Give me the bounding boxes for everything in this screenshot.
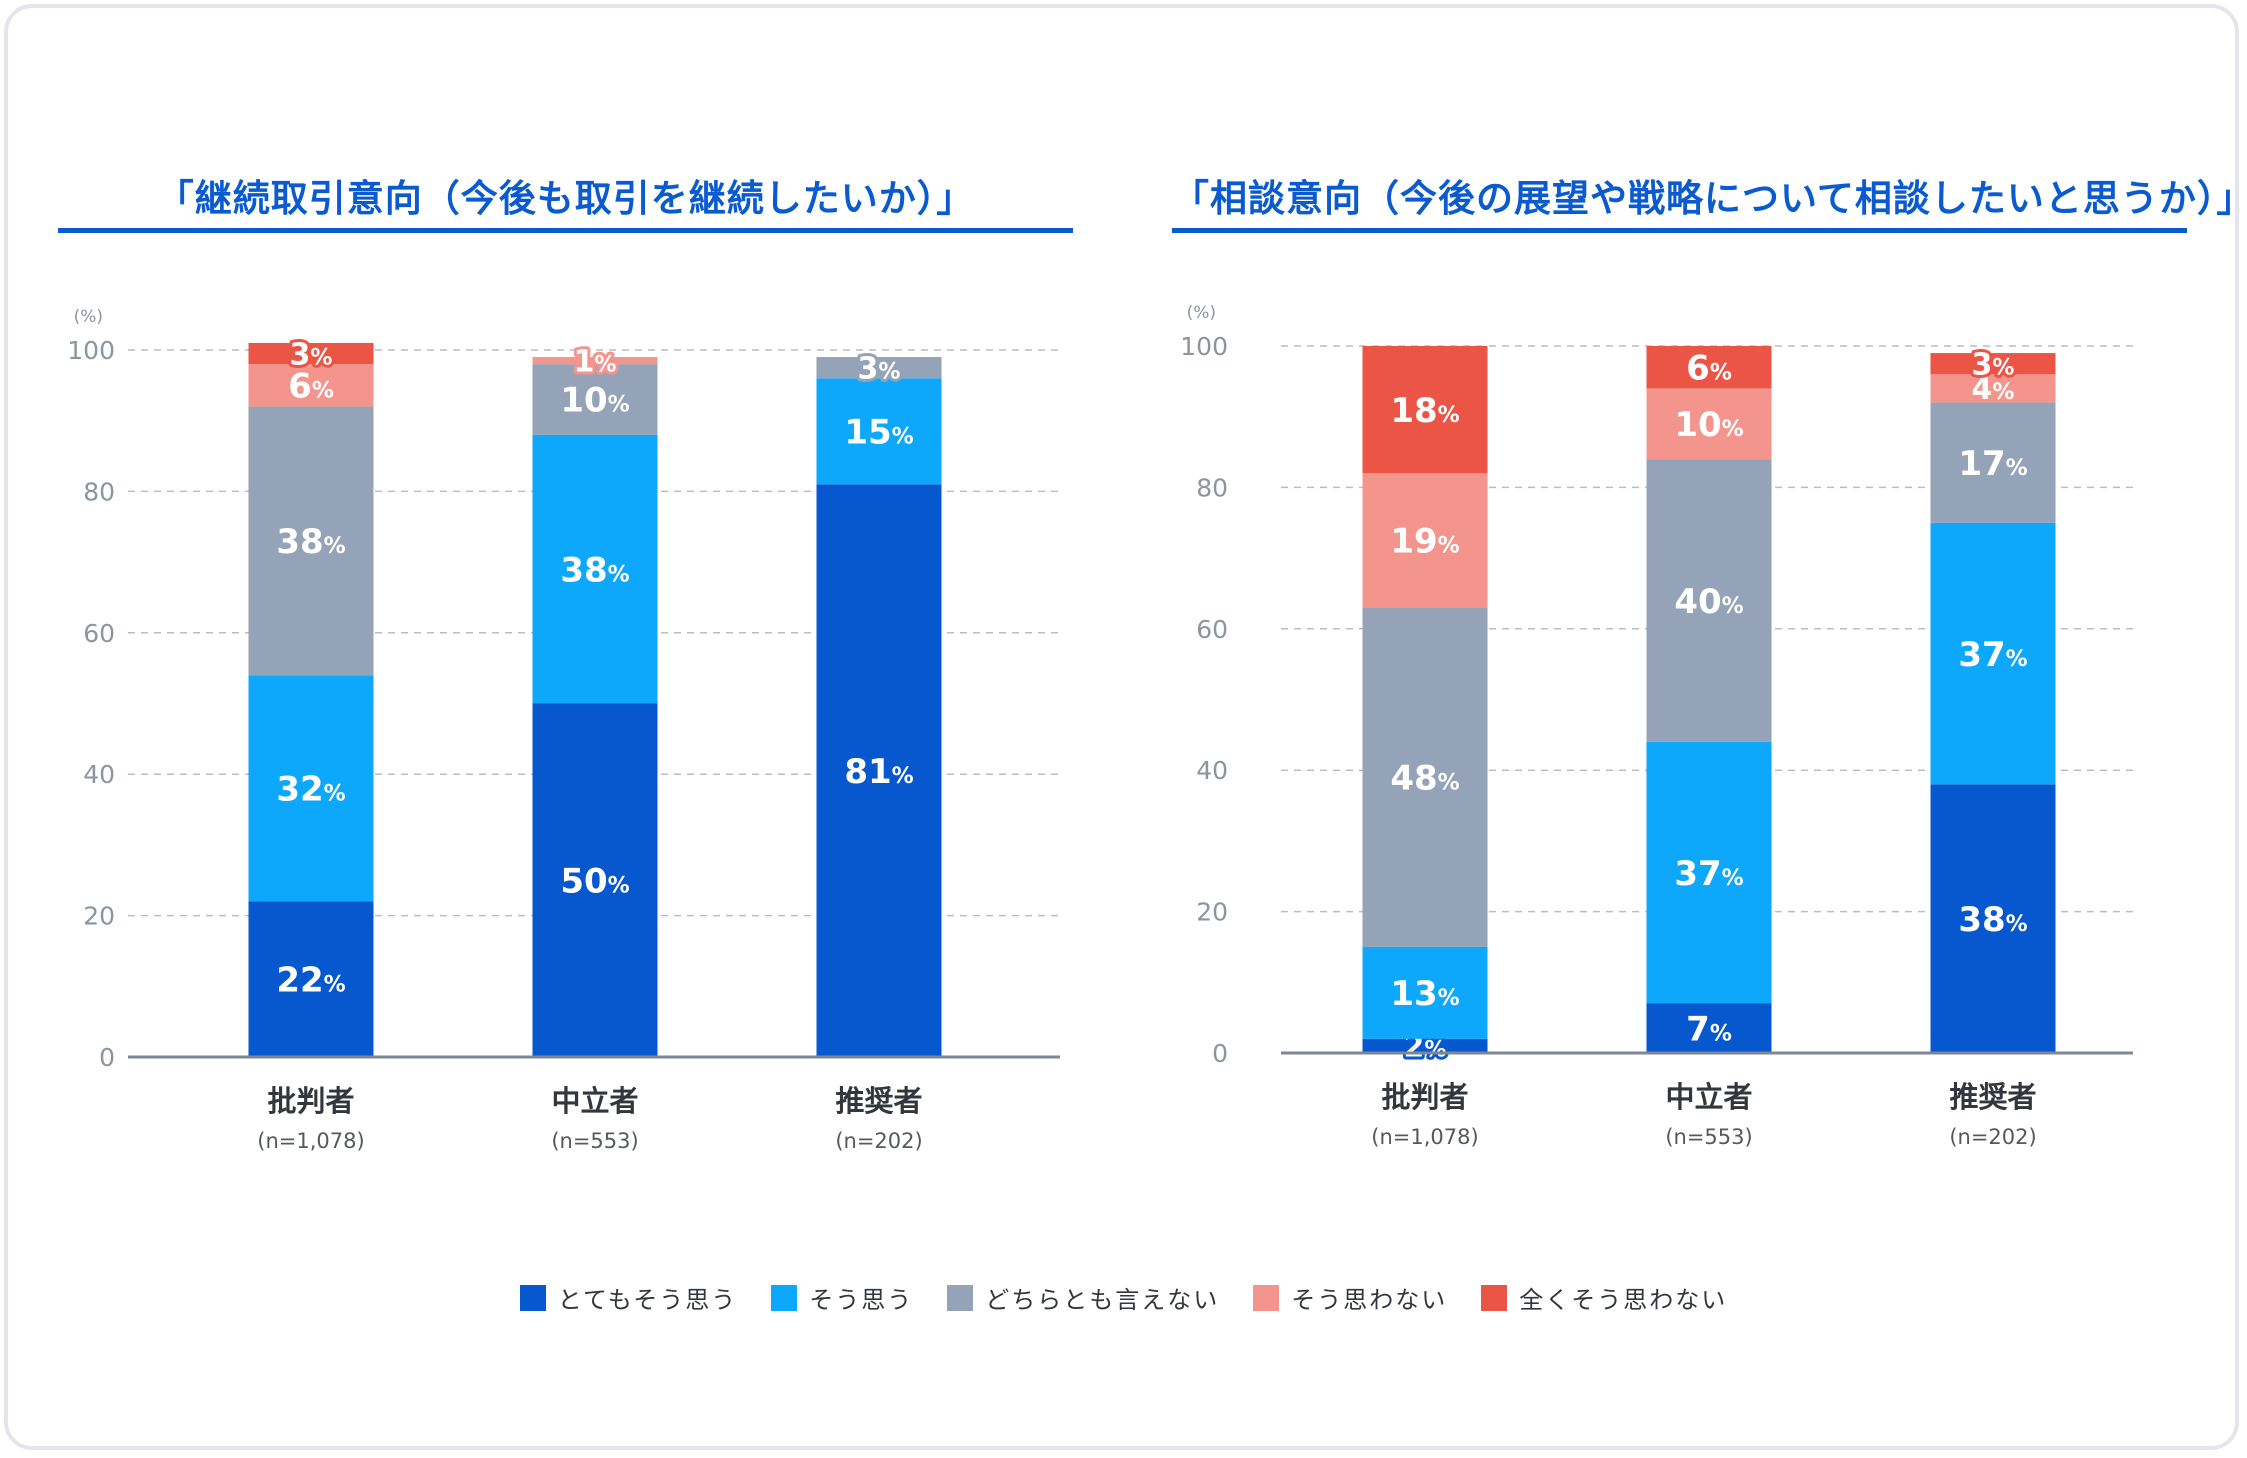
data-label-very-disagree: 3% bbox=[290, 337, 333, 372]
y-tick-label: 20 bbox=[1196, 898, 1228, 927]
bar-segment-very-agree bbox=[532, 703, 658, 1057]
legend-item-neutral: どちらとも言えない bbox=[947, 1280, 1219, 1315]
legend-swatch-disagree bbox=[1253, 1284, 1280, 1311]
bar-segment-very-disagree bbox=[1646, 346, 1772, 389]
legend-label: そう思う bbox=[809, 1286, 914, 1314]
bar-segment-very-agree bbox=[1362, 1038, 1488, 1053]
legend-label: そう思わない bbox=[1291, 1286, 1448, 1314]
bar-segment-neutral bbox=[1646, 459, 1772, 742]
y-tick-label: 100 bbox=[67, 336, 115, 365]
bar-segment-neutral bbox=[532, 364, 658, 435]
sample-size-label: (n=202) bbox=[835, 1129, 922, 1153]
y-tick-label: 60 bbox=[1196, 615, 1228, 644]
y-tick-label: 0 bbox=[1212, 1039, 1228, 1068]
bar-segment-agree bbox=[816, 378, 942, 485]
bar-segment-very-agree bbox=[1930, 784, 2056, 1053]
bar-segment-disagree bbox=[1930, 374, 2056, 403]
legend: とてもそう思う そう思う どちらとも言えない そう思わない 全くそう思わない bbox=[0, 1280, 2247, 1315]
sample-size-label: (n=553) bbox=[551, 1129, 638, 1153]
category-label: 中立者 bbox=[1665, 1080, 1752, 1114]
bar-segment-neutral bbox=[248, 406, 374, 676]
data-label-very-disagree: 18% bbox=[1390, 391, 1459, 431]
bar-segment-very-agree bbox=[248, 901, 374, 1057]
y-axis-unit: (%) bbox=[1187, 303, 1216, 323]
sample-size-label: (n=1,078) bbox=[1371, 1125, 1478, 1149]
bar-segment-disagree bbox=[1646, 388, 1772, 460]
data-label-very-agree: 50% bbox=[560, 861, 629, 901]
y-tick-label: 100 bbox=[1180, 332, 1228, 361]
y-tick-label: 0 bbox=[99, 1043, 115, 1072]
y-axis-unit: (%) bbox=[74, 307, 103, 327]
y-tick-label: 20 bbox=[83, 902, 115, 931]
legend-swatch-very-disagree bbox=[1481, 1284, 1508, 1311]
y-tick-label: 40 bbox=[83, 760, 115, 789]
legend-swatch-agree bbox=[771, 1284, 798, 1311]
chart-continuation: 020406080100(%)22%32%38%6%3%批判者(n=1,078)… bbox=[67, 307, 1060, 1153]
category-label: 推奨者 bbox=[1949, 1080, 2036, 1114]
data-label-very-disagree: 3% bbox=[1972, 347, 2015, 382]
sample-size-label: (n=202) bbox=[1949, 1125, 2036, 1149]
legend-item-very-agree: とてもそう思う bbox=[519, 1280, 738, 1315]
category-label: 推奨者 bbox=[835, 1084, 922, 1118]
legend-item-agree: そう思う bbox=[771, 1280, 913, 1315]
legend-label: とてもそう思う bbox=[557, 1286, 738, 1314]
category-label: 批判者 bbox=[1381, 1080, 1468, 1114]
bar-segment-agree bbox=[532, 434, 658, 704]
title-underline-continuation bbox=[58, 228, 1073, 233]
y-tick-label: 80 bbox=[83, 477, 115, 506]
sample-size-label: (n=1,078) bbox=[257, 1129, 364, 1153]
legend-swatch-neutral bbox=[947, 1284, 974, 1311]
data-label-neutral: 48% bbox=[1390, 759, 1459, 799]
legend-label: どちらとも言えない bbox=[985, 1286, 1220, 1314]
sample-size-label: (n=553) bbox=[1665, 1125, 1752, 1149]
bar-segment-very-disagree bbox=[1362, 346, 1488, 474]
y-tick-label: 80 bbox=[1196, 473, 1228, 502]
bar-segment-neutral bbox=[816, 357, 942, 379]
bar-segment-neutral bbox=[1362, 607, 1488, 947]
y-tick-label: 40 bbox=[1196, 756, 1228, 785]
bar-segment-disagree bbox=[1362, 473, 1488, 608]
chart-consultation: 020406080100(%)2%13%48%19%18%批判者(n=1,078… bbox=[1180, 303, 2133, 1149]
bar-segment-agree bbox=[248, 675, 374, 902]
y-tick-label: 60 bbox=[83, 619, 115, 648]
legend-item-disagree: そう思わない bbox=[1253, 1280, 1447, 1315]
bar-segment-very-agree bbox=[1646, 1003, 1772, 1053]
bar-segment-very-agree bbox=[816, 484, 942, 1058]
bar-segment-very-disagree bbox=[1930, 353, 2056, 375]
legend-item-very-disagree: 全くそう思わない bbox=[1481, 1280, 1727, 1315]
bar-segment-disagree bbox=[532, 357, 658, 365]
data-label-neutral: 3% bbox=[858, 351, 901, 386]
title-underline-consultation bbox=[1172, 228, 2187, 233]
bar-segment-very-disagree bbox=[248, 342, 374, 365]
category-label: 中立者 bbox=[551, 1084, 638, 1118]
category-label: 批判者 bbox=[267, 1084, 354, 1118]
legend-label: 全くそう思わない bbox=[1519, 1286, 1728, 1314]
bar-segment-agree bbox=[1362, 946, 1488, 1039]
bar-segment-disagree bbox=[248, 364, 374, 407]
bar-segment-agree bbox=[1646, 741, 1772, 1004]
chart-title-continuation: 「継続取引意向（今後も取引を継続したいか）」 bbox=[156, 177, 975, 220]
chart-title-consultation: 「相談意向（今後の展望や戦略について相談したいと思うか）」 bbox=[1172, 177, 2247, 220]
legend-swatch-very-agree bbox=[519, 1284, 546, 1311]
bar-segment-agree bbox=[1930, 522, 2056, 785]
chart-frame bbox=[4, 4, 2239, 1450]
bar-segment-neutral bbox=[1930, 402, 2056, 523]
